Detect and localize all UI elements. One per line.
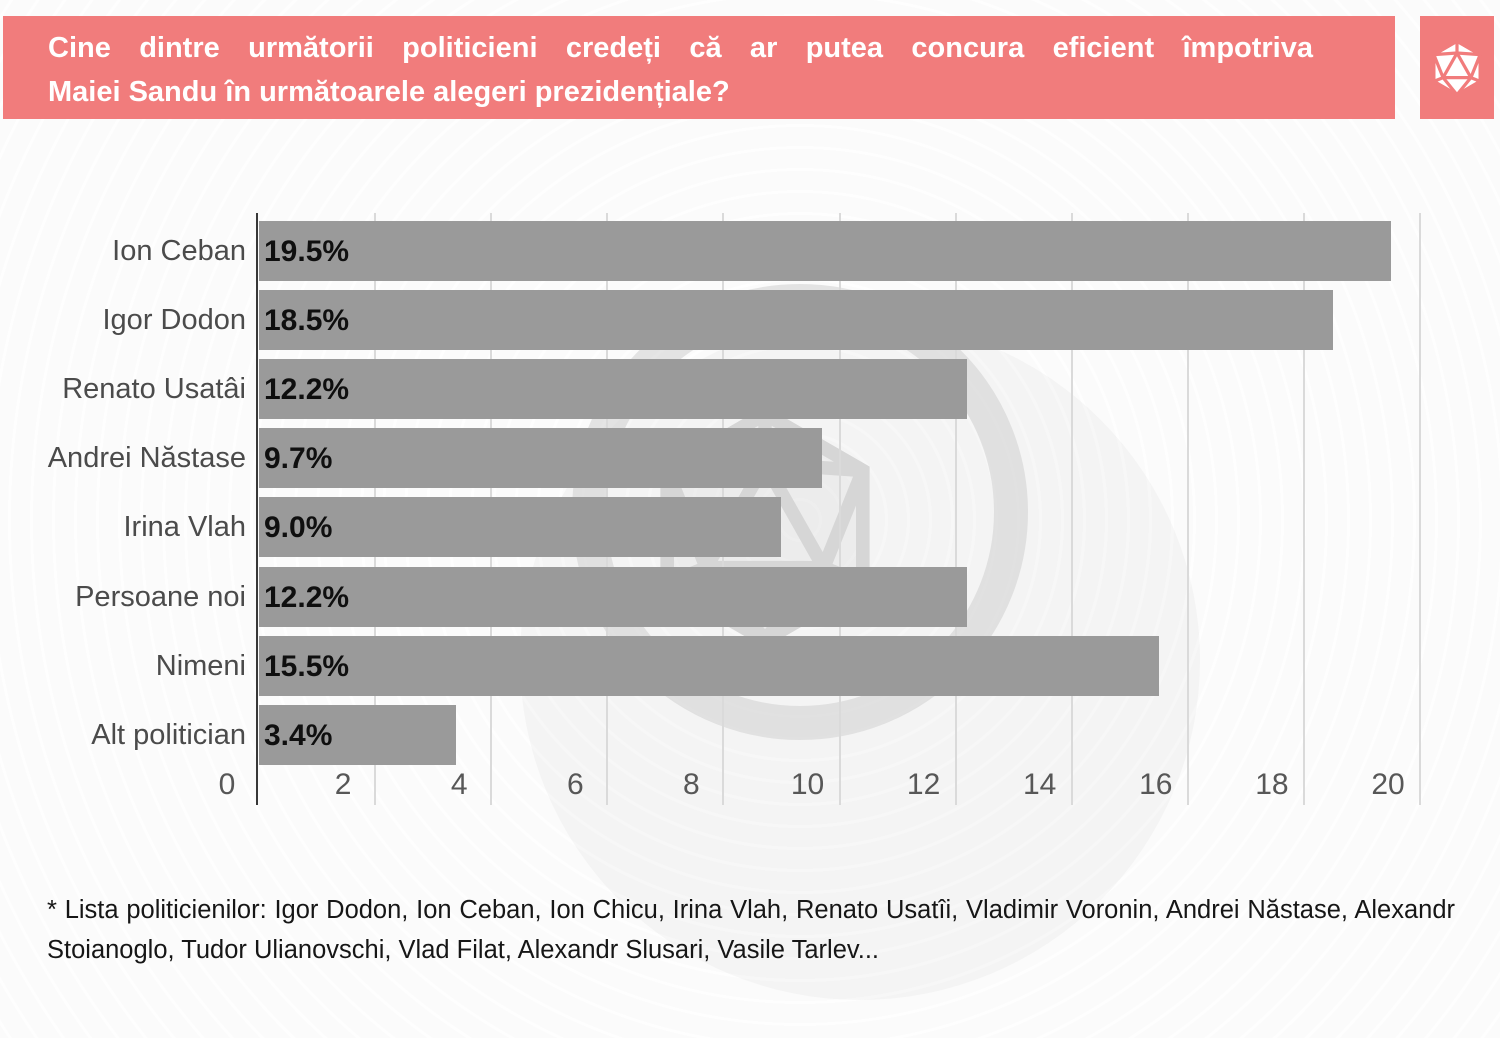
category-label: Persoane noi xyxy=(75,581,246,613)
category-label: Irina Vlah xyxy=(123,511,246,543)
x-tick-label-16: 16 xyxy=(1139,768,1173,801)
category-label: Alt politician xyxy=(91,719,246,751)
category-label: Andrei Năstase xyxy=(47,442,246,474)
question-title-line2: Maiei Sandu în următoarele alegeri prezi… xyxy=(48,76,730,108)
logo-box xyxy=(1420,16,1494,119)
value-label: 19.5% xyxy=(264,235,350,268)
x-tick-label-4: 4 xyxy=(450,768,468,801)
value-label: 12.2% xyxy=(264,373,350,406)
gridline-20 xyxy=(1419,213,1421,805)
x-tick-label-8: 8 xyxy=(683,768,700,801)
x-tick-label-10: 10 xyxy=(790,768,825,801)
gridline-10 xyxy=(838,213,841,805)
value-label: 18.5% xyxy=(264,304,350,337)
bar xyxy=(259,567,967,627)
category-label: Renato Usatâi xyxy=(62,373,246,405)
value-label: 12.2% xyxy=(264,581,350,614)
footnote: * Lista politicienilor: Igor Dodon, Ion … xyxy=(47,895,1455,964)
bar xyxy=(259,221,1391,281)
bar xyxy=(259,359,967,419)
x-tick-label-0: 0 xyxy=(218,768,236,801)
x-tick-label-14: 14 xyxy=(1023,768,1057,801)
category-label: Igor Dodon xyxy=(102,304,247,336)
d20-dice-icon xyxy=(1430,37,1484,99)
x-tick-label-18: 18 xyxy=(1255,768,1289,801)
question-title-line1: Cine dintre următorii politicieni credeț… xyxy=(48,32,1313,64)
y-axis-line xyxy=(256,213,258,805)
bar xyxy=(259,497,781,557)
category-label: Nimeni xyxy=(155,650,246,682)
gridline-16 xyxy=(1186,213,1189,805)
gridline-14 xyxy=(1070,213,1073,805)
category-label: Ion Ceban xyxy=(112,235,246,267)
gridline-18 xyxy=(1302,213,1305,805)
question-banner: Cine dintre următorii politicieni credeț… xyxy=(3,16,1395,119)
x-tick-label-20: 20 xyxy=(1371,768,1405,801)
value-label: 9.0% xyxy=(264,511,333,544)
gridline-12 xyxy=(954,213,957,805)
bar xyxy=(259,705,456,765)
x-tick-label-2: 2 xyxy=(334,768,352,801)
x-tick-label-6: 6 xyxy=(566,768,584,801)
bar xyxy=(259,290,1333,350)
value-label: 3.4% xyxy=(264,719,333,752)
bar xyxy=(259,636,1159,696)
value-label: 15.5% xyxy=(264,650,350,683)
value-label: 9.7% xyxy=(264,442,333,475)
bar xyxy=(259,428,822,488)
x-tick-label-12: 12 xyxy=(906,768,941,801)
